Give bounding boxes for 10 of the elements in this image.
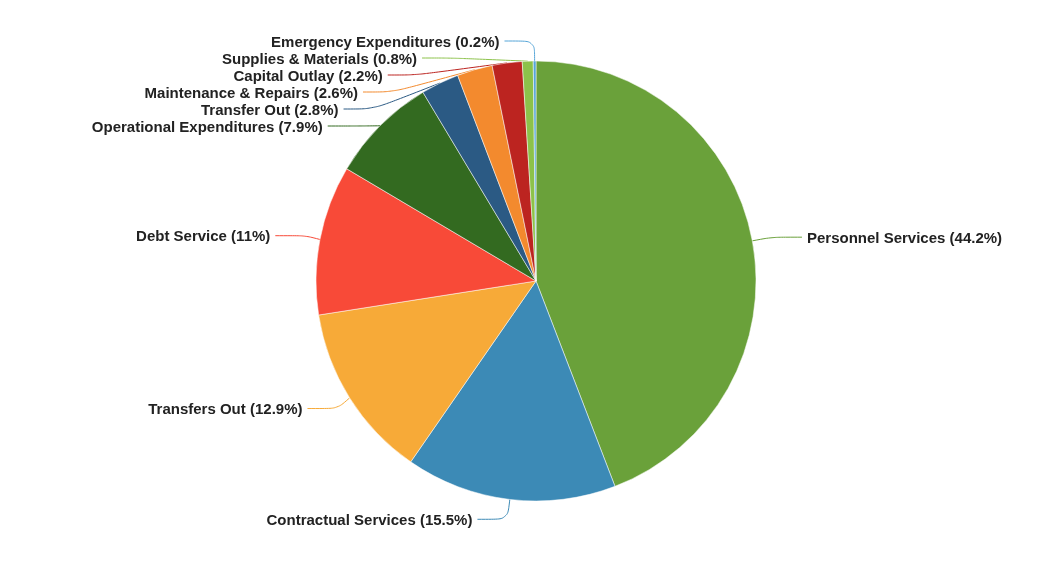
slice-label: Transfer Out (2.8%) (201, 100, 339, 118)
slice-label: Maintenance & Repairs (2.6%) (144, 83, 358, 101)
slice-label: Supplies & Materials (0.8%) (222, 49, 418, 67)
slice-label: Debt Service (11%) (136, 227, 271, 245)
slice-label: Transfers Out (12.9%) (148, 400, 303, 418)
slice-label: Personnel Services (44.2%) (806, 228, 1003, 246)
slice-label: Contractual Services (15.5%) (266, 510, 473, 528)
slice-label: Emergency Expenditures (0.2%) (271, 32, 500, 50)
slice-label: Capital Outlay (2.2%) (233, 66, 383, 84)
slice-label: Operational Expenditures (7.9%) (91, 117, 323, 135)
